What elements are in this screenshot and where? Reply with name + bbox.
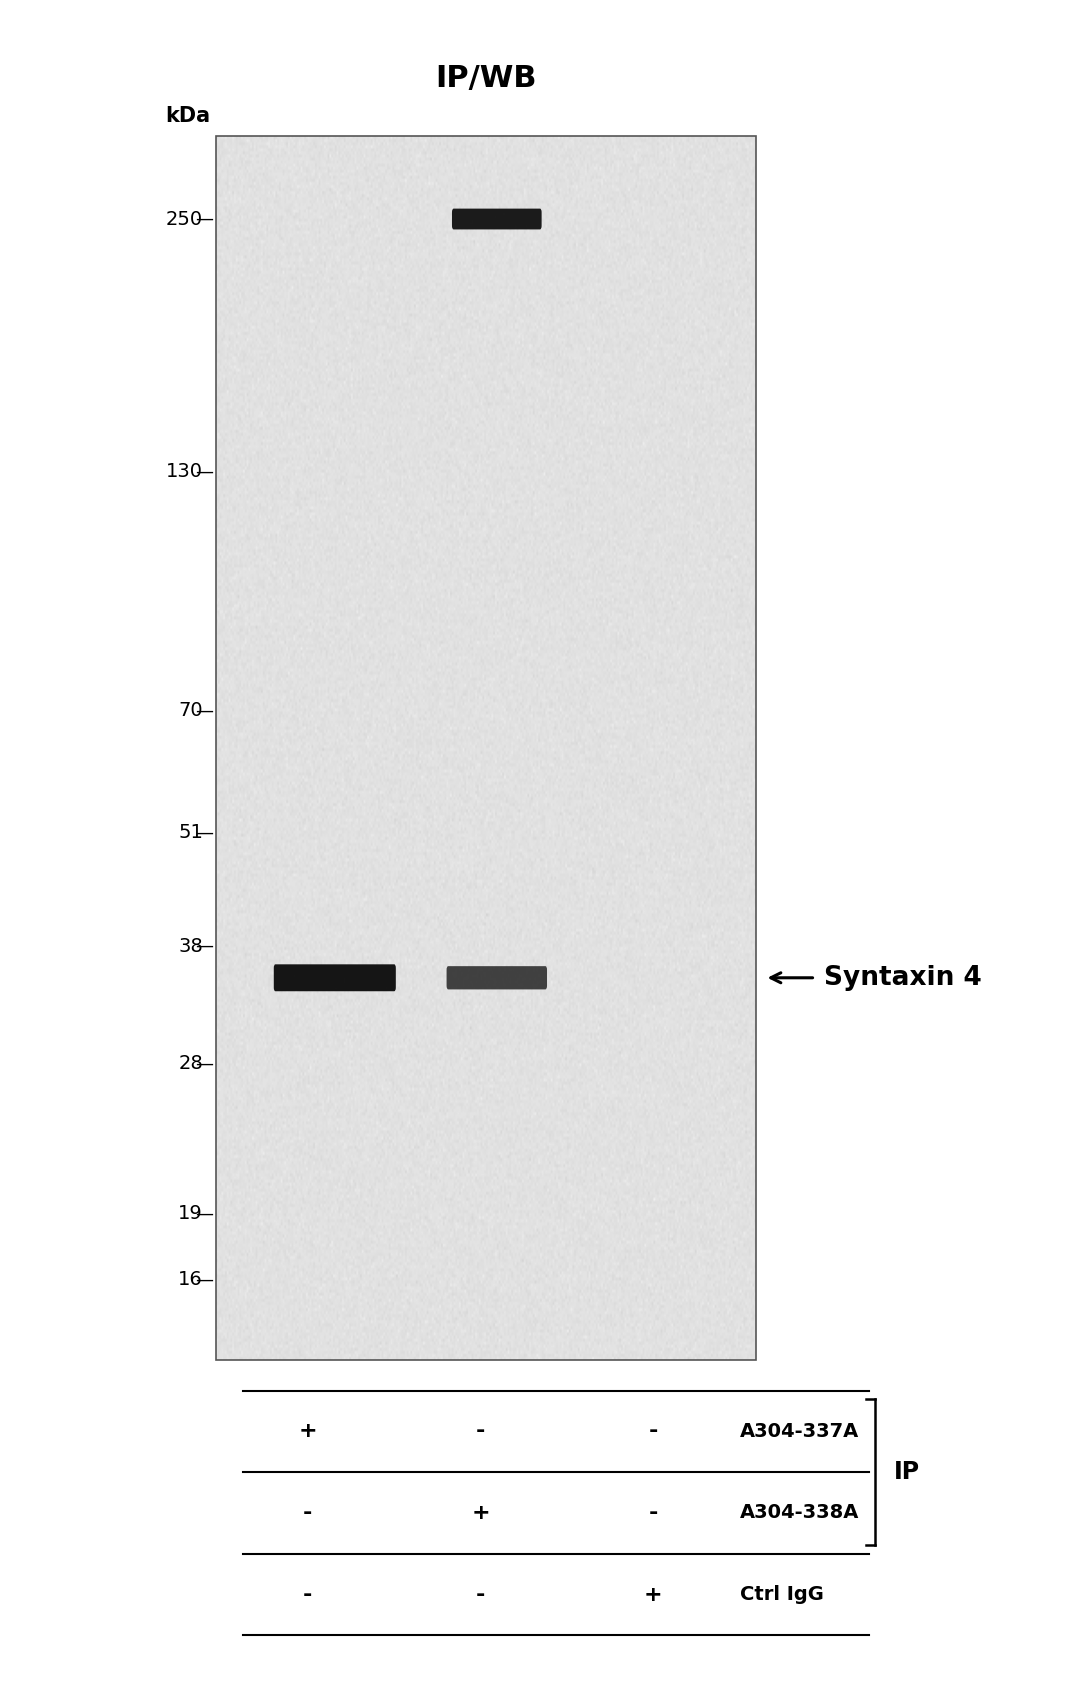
Text: —: — (194, 1205, 213, 1222)
Text: Syntaxin 4: Syntaxin 4 (824, 966, 982, 991)
Text: 250: 250 (166, 209, 203, 228)
Text: —: — (194, 937, 213, 955)
FancyBboxPatch shape (274, 964, 396, 991)
Text: —: — (194, 823, 213, 842)
Text: IP/WB: IP/WB (435, 65, 537, 94)
Text: IP: IP (894, 1460, 920, 1484)
Text: —: — (194, 1056, 213, 1073)
Text: -: - (476, 1421, 485, 1442)
Text: —: — (194, 462, 213, 481)
Text: 70: 70 (178, 700, 203, 719)
Text: 16: 16 (178, 1270, 203, 1289)
Text: +: + (471, 1503, 490, 1523)
FancyBboxPatch shape (447, 966, 546, 989)
Text: Ctrl IgG: Ctrl IgG (740, 1584, 824, 1605)
Text: 38: 38 (178, 937, 203, 955)
Text: -: - (649, 1503, 658, 1523)
Text: A304-337A: A304-337A (740, 1421, 859, 1442)
Text: —: — (194, 211, 213, 228)
Text: -: - (649, 1421, 658, 1442)
Text: +: + (298, 1421, 318, 1442)
Text: 19: 19 (178, 1204, 203, 1222)
Text: -: - (476, 1584, 485, 1605)
Text: kDa: kDa (165, 105, 211, 126)
Text: -: - (303, 1503, 312, 1523)
FancyBboxPatch shape (453, 209, 542, 230)
Text: 28: 28 (178, 1054, 203, 1073)
Text: 51: 51 (178, 823, 203, 842)
Text: 130: 130 (166, 462, 203, 481)
Text: -: - (303, 1584, 312, 1605)
Text: —: — (194, 702, 213, 719)
Text: +: + (644, 1584, 663, 1605)
Text: —: — (194, 1272, 213, 1289)
Text: A304-338A: A304-338A (740, 1503, 860, 1523)
